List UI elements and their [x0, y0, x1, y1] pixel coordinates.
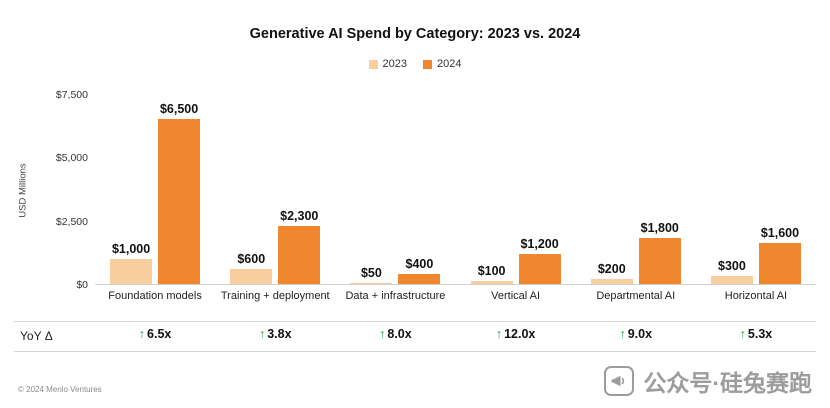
- legend-label: 2023: [382, 58, 407, 70]
- y-tick-label: $5,000: [55, 152, 88, 165]
- bar-slot-2024: $1,800: [638, 221, 681, 284]
- bar-2024-horizontal-ai: [758, 243, 801, 284]
- bar-slot-2024: $1,600: [758, 226, 801, 284]
- yoy-value-departmental-ai: ↑ 9.0x: [576, 327, 696, 341]
- bar-value-label-2023-data-infrastructure: $50: [360, 265, 382, 280]
- bar-2023-horizontal-ai: [710, 276, 753, 284]
- category-label-departmental-ai: Departmental AI: [596, 290, 676, 302]
- up-arrow-icon: ↑: [619, 327, 626, 341]
- yoy-row: ↑ 6.5x ↑ 3.8x ↑ 8.0x ↑ 12.0x ↑ 9.0x ↑ 5.3x: [95, 327, 816, 341]
- bar-slot-2023: $600: [230, 251, 273, 284]
- megaphone-icon: [604, 366, 635, 396]
- bar-2023-foundation-models: [110, 258, 153, 284]
- bar-slot-2023: $100: [470, 264, 513, 284]
- bar-slot-2023: $300: [710, 259, 753, 284]
- bar-value-label-2024-departmental-ai: $1,800: [640, 221, 679, 236]
- category-label-foundation-models: Foundation models: [108, 290, 202, 302]
- bar-2024-foundation-models: [158, 119, 201, 284]
- yoy-value-text: 6.5x: [147, 327, 172, 341]
- divider-bottom: [14, 351, 816, 352]
- category-label-horizontal-ai: Horizontal AI: [724, 290, 788, 302]
- bar-slot-2024: $400: [398, 256, 441, 284]
- yoy-row-label: YoY Δ: [20, 329, 53, 343]
- category-group-training-deployment: $600 $2,300 Training + deployment: [215, 95, 335, 302]
- chart-title: Generative AI Spend by Category: 2023 vs…: [249, 26, 581, 42]
- bar-slot-2024: $2,300: [278, 208, 321, 284]
- bar-value-label-2023-training-deployment: $600: [237, 251, 266, 266]
- bar-value-label-2024-training-deployment: $2,300: [280, 208, 319, 223]
- category-label-data-infrastructure: Data + infrastructure: [345, 290, 446, 302]
- yoy-value-vertical-ai: ↑ 12.0x: [456, 327, 576, 341]
- category-label-training-deployment: Training + deployment: [220, 290, 330, 302]
- legend-item-2023: 2023: [368, 58, 407, 70]
- y-axis: $0 $2,500 $5,000 $7,500: [38, 89, 88, 291]
- bar-value-label-2023-departmental-ai: $200: [597, 261, 626, 276]
- yoy-value-data-infrastructure: ↑ 8.0x: [335, 327, 455, 341]
- watermark: 公众号·硅兔赛跑: [604, 364, 812, 398]
- divider-top: [14, 321, 816, 322]
- bar-2023-training-deployment: [230, 268, 273, 284]
- category-label-vertical-ai: Vertical AI: [491, 290, 541, 302]
- bar-2023-departmental-ai: [590, 278, 633, 284]
- watermark-text: 公众号·硅兔赛跑: [643, 370, 812, 396]
- up-arrow-icon: ↑: [379, 327, 386, 341]
- yoy-value-text: 9.0x: [627, 327, 653, 341]
- yoy-value-text: 12.0x: [504, 327, 536, 341]
- bar-value-label-2023-vertical-ai: $100: [477, 264, 506, 279]
- bar-value-label-2024-vertical-ai: $1,200: [520, 236, 559, 251]
- bar-slot-2023: $200: [590, 261, 633, 284]
- legend-swatch-2024: [423, 59, 432, 69]
- bar-value-label-2023-horizontal-ai: $300: [718, 259, 746, 274]
- up-arrow-icon: ↑: [258, 327, 266, 341]
- y-tick-label: $7,500: [55, 89, 88, 101]
- yoy-value-horizontal-ai: ↑ 5.3x: [696, 327, 816, 341]
- category-group-departmental-ai: $200 $1,800 Departmental AI: [576, 95, 696, 302]
- yoy-value-text: 5.3x: [747, 327, 773, 341]
- bar-slot-2024: $6,500: [158, 102, 201, 284]
- footer-copyright: © 2024 Menlo Ventures: [18, 385, 102, 394]
- bar-slot-2023: $50: [350, 265, 393, 284]
- category-group-vertical-ai: $100 $1,200 Vertical AI: [456, 95, 576, 302]
- up-arrow-icon: ↑: [739, 327, 746, 341]
- category-group-data-infrastructure: $50 $400 Data + infrastructure: [335, 95, 455, 302]
- yoy-value-text: 3.8x: [267, 327, 292, 341]
- up-arrow-icon: ↑: [495, 327, 503, 341]
- legend-swatch-2023: [368, 59, 378, 69]
- y-tick-label: $2,500: [55, 215, 88, 228]
- bar-value-label-2023-foundation-models: $1,000: [111, 241, 151, 256]
- bar-2024-data-infrastructure: [398, 273, 441, 284]
- y-axis-title: USD Millions: [16, 95, 30, 285]
- yoy-value-training-deployment: ↑ 3.8x: [215, 327, 335, 341]
- y-axis-title-text: USD Millions: [17, 162, 29, 218]
- y-tick-label: $0: [76, 279, 88, 291]
- bar-value-label-2024-data-infrastructure: $400: [405, 256, 434, 271]
- bar-2023-vertical-ai: [470, 281, 513, 284]
- category-group-horizontal-ai: $300 $1,600 Horizontal AI: [696, 95, 816, 302]
- bar-2024-vertical-ai: [518, 253, 561, 284]
- legend-label: 2024: [437, 58, 462, 70]
- bar-2024-departmental-ai: [638, 238, 681, 284]
- yoy-value-text: 8.0x: [387, 327, 412, 341]
- category-group-foundation-models: $1,000 $6,500 Foundation models: [95, 95, 215, 302]
- bar-2024-training-deployment: [278, 225, 321, 284]
- yoy-value-foundation-models: ↑ 6.5x: [95, 327, 215, 341]
- bar-value-label-2024-horizontal-ai: $1,600: [760, 226, 800, 241]
- bar-2023-data-infrastructure: [350, 282, 393, 284]
- bar-slot-2024: $1,200: [518, 236, 561, 284]
- legend-item-2024: 2024: [423, 58, 461, 70]
- up-arrow-icon: ↑: [138, 327, 146, 341]
- bar-slot-2023: $1,000: [110, 241, 153, 284]
- plot-area: $1,000 $6,500 Foundation models $600 $2,300 T…: [95, 95, 816, 302]
- bar-value-label-2024-foundation-models: $6,500: [159, 102, 199, 117]
- legend: 2023 2024: [0, 58, 830, 70]
